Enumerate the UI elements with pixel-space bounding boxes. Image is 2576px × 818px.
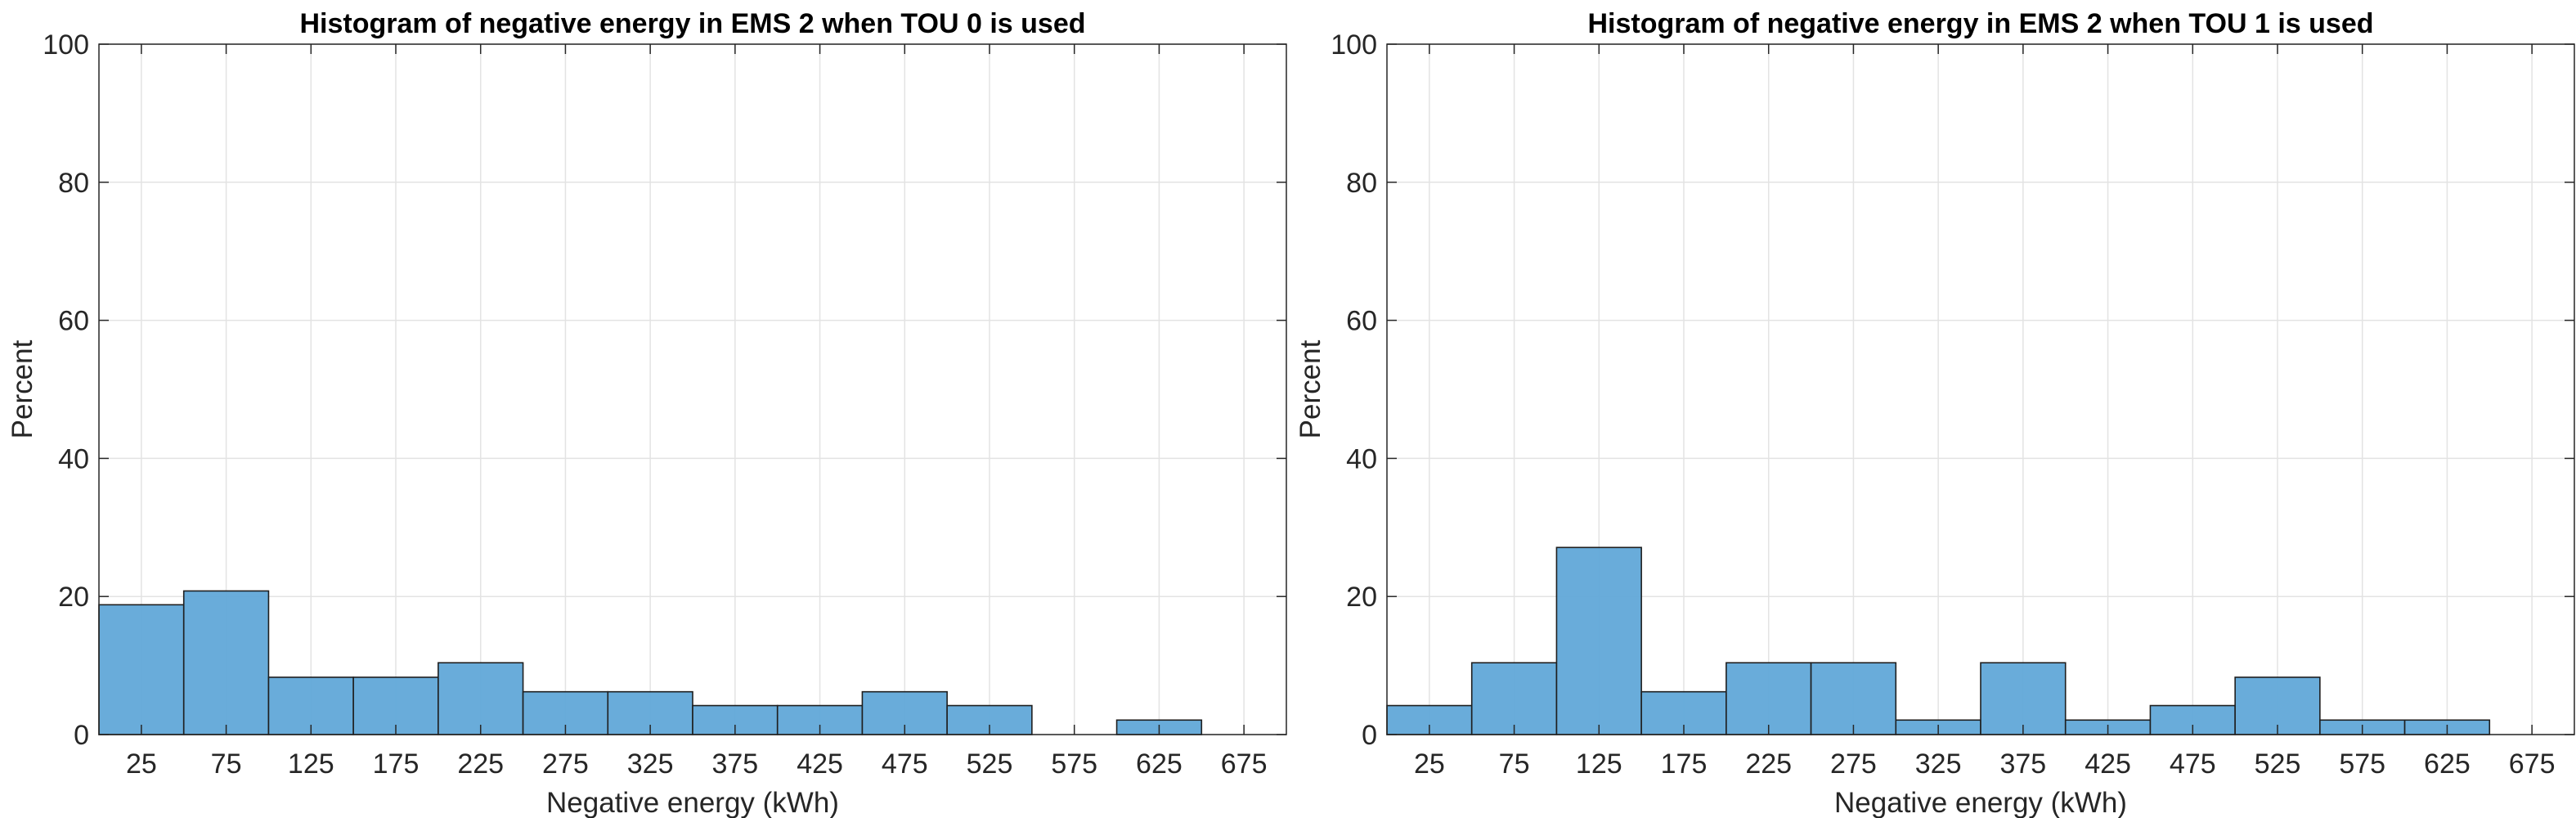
histogram-bar-75 bbox=[1470, 662, 1558, 735]
x-tick-label: 375 bbox=[711, 748, 758, 780]
histogram-bar-125 bbox=[1555, 546, 1642, 735]
y-tick-label: 0 bbox=[1362, 720, 1377, 751]
x-tick-label: 325 bbox=[627, 748, 674, 780]
histogram-bar-275 bbox=[1810, 662, 1897, 735]
y-tick-label: 80 bbox=[1346, 168, 1377, 199]
x-tick-label: 525 bbox=[967, 748, 1013, 780]
histogram-panel-1: 0 20 40 60 80 100 25 75 125 175 225 275 325 375 425 475… bbox=[7, 8, 1287, 818]
x-tick-label: 325 bbox=[1915, 748, 1962, 780]
x-tick-label: 475 bbox=[2170, 748, 2216, 780]
y-tick-label: 100 bbox=[1331, 29, 1377, 61]
x-tick-label: 25 bbox=[1414, 748, 1445, 780]
y-tick-label: 20 bbox=[1346, 582, 1377, 613]
y-axis-label: Percent bbox=[1295, 339, 1326, 438]
plot-area bbox=[99, 44, 1286, 735]
x-tick-label: 75 bbox=[1499, 748, 1530, 780]
x-tick-label: 425 bbox=[797, 748, 843, 780]
y-tick-label: 40 bbox=[1346, 443, 1377, 474]
x-tick-label: 675 bbox=[2509, 748, 2556, 780]
y-axis-label: Percent bbox=[7, 339, 38, 438]
y-tick-label: 80 bbox=[58, 168, 89, 199]
histogram-panel-2: 0 20 40 60 80 100 25 75 125 175 225 275 325 375 425 475… bbox=[1295, 8, 2575, 818]
x-tick-label: 75 bbox=[211, 748, 242, 780]
x-tick-label: 575 bbox=[1051, 748, 1097, 780]
x-tick-label: 275 bbox=[1830, 748, 1877, 780]
bars bbox=[98, 590, 1203, 735]
x-tick-label: 25 bbox=[126, 748, 157, 780]
x-tick-label: 225 bbox=[1745, 748, 1792, 780]
y-tick-label: 60 bbox=[58, 306, 89, 337]
y-tick-label: 40 bbox=[58, 443, 89, 474]
x-tick-label: 125 bbox=[288, 748, 334, 780]
x-tick-label: 625 bbox=[2424, 748, 2471, 780]
x-tick-label: 375 bbox=[1999, 748, 2046, 780]
x-tick-label: 525 bbox=[2255, 748, 2301, 780]
y-tick-label: 100 bbox=[43, 29, 89, 61]
ticks: 0 20 40 60 80 100 25 75 125 175 225 275 325 375 425 475… bbox=[43, 29, 1286, 780]
chart-title: Histogram of negative energy in EMS 2 wh… bbox=[299, 8, 1085, 39]
x-tick-label: 475 bbox=[882, 748, 928, 780]
y-tick-label: 0 bbox=[74, 720, 89, 751]
x-tick-label: 225 bbox=[457, 748, 504, 780]
histogram-bar-225 bbox=[1726, 662, 1812, 735]
chart-title: Histogram of negative energy in EMS 2 wh… bbox=[1587, 8, 2373, 39]
x-axis-label: Negative energy (kWh) bbox=[546, 787, 839, 818]
axes-box bbox=[98, 43, 1287, 735]
x-tick-label: 175 bbox=[1661, 748, 1708, 780]
ticks: 0 20 40 60 80 100 25 75 125 175 225 275 325 375 425 475… bbox=[1331, 29, 2574, 780]
histogram-bar-25 bbox=[98, 604, 185, 735]
histogram-bar-75 bbox=[182, 590, 270, 735]
y-tick-label: 20 bbox=[58, 582, 89, 613]
x-tick-label: 625 bbox=[1136, 748, 1183, 780]
bars bbox=[1386, 546, 2491, 735]
y-tick-label: 60 bbox=[1346, 306, 1377, 337]
histogram-bar-225 bbox=[438, 662, 524, 735]
x-tick-label: 175 bbox=[373, 748, 420, 780]
x-axis-label: Negative energy (kWh) bbox=[1834, 787, 2127, 818]
x-tick-label: 675 bbox=[1221, 748, 1268, 780]
histogram-bar-375 bbox=[1980, 662, 2067, 735]
x-tick-label: 425 bbox=[2085, 748, 2131, 780]
axes-box bbox=[1386, 43, 2575, 735]
x-tick-label: 275 bbox=[542, 748, 589, 780]
x-tick-label: 575 bbox=[2339, 748, 2385, 780]
x-tick-label: 125 bbox=[1576, 748, 1622, 780]
